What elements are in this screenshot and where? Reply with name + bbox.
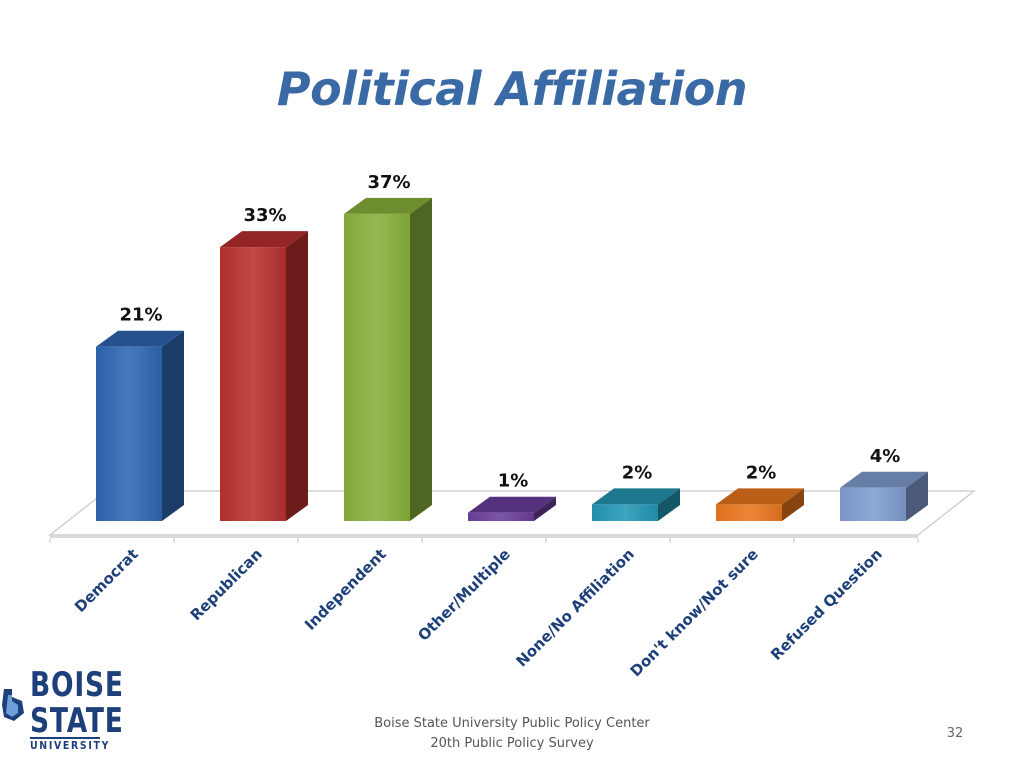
bar-side bbox=[286, 231, 308, 521]
bar-side bbox=[162, 330, 184, 521]
footer-line-1: Boise State University Public Policy Cen… bbox=[374, 716, 650, 731]
bar-front bbox=[220, 247, 286, 521]
bar-top bbox=[344, 197, 432, 214]
logo-divider bbox=[30, 737, 100, 739]
bar-front bbox=[592, 504, 658, 521]
category-label: Refused Question bbox=[767, 545, 886, 664]
bar-side bbox=[906, 471, 928, 521]
logo-line-1: BOISE bbox=[30, 665, 124, 705]
bar-side bbox=[534, 496, 556, 521]
data-label: 1% bbox=[498, 471, 529, 492]
data-label: 4% bbox=[870, 446, 901, 467]
bar-side bbox=[410, 197, 432, 521]
bar-chart: 21% 33% 37% 1% 2% 2% 4% Democrat Republican Inde… bbox=[48, 172, 976, 680]
chart-floor-edge bbox=[50, 535, 918, 538]
bar-none-no-affiliation bbox=[592, 488, 680, 521]
bar-republican bbox=[220, 231, 308, 521]
logo-line-3: UNIVERSITY bbox=[30, 739, 111, 752]
category-label: Republican bbox=[187, 545, 266, 624]
data-label: 21% bbox=[119, 305, 162, 326]
bar-refused-question bbox=[840, 471, 928, 521]
slide-title: Political Affiliation bbox=[276, 62, 748, 116]
bar-front bbox=[840, 487, 906, 521]
boise-state-logo: BOISE STATE UNIVERSITY bbox=[0, 665, 123, 755]
bar-front bbox=[96, 346, 162, 521]
data-label: 2% bbox=[622, 462, 653, 483]
bar-democrat bbox=[96, 330, 184, 521]
bar-independent bbox=[344, 197, 432, 521]
bar-side bbox=[782, 488, 804, 521]
bar-front bbox=[344, 213, 410, 521]
bar-don-t-know-not-sure bbox=[716, 488, 804, 521]
category-label: Don't know/Not sure bbox=[627, 545, 762, 680]
category-label: Independent bbox=[301, 545, 390, 634]
bar-top bbox=[96, 330, 184, 347]
bar-other-multiple bbox=[468, 496, 556, 521]
data-label: 33% bbox=[243, 205, 286, 226]
category-label: None/No Affiliation bbox=[512, 545, 637, 670]
footer-line-2: 20th Public Policy Survey bbox=[430, 736, 594, 751]
page-number: 32 bbox=[946, 726, 964, 741]
bar-side bbox=[658, 488, 680, 521]
bar-top bbox=[468, 496, 556, 513]
logo-line-2: STATE bbox=[30, 701, 124, 741]
bar-top bbox=[716, 488, 804, 505]
idaho-state-icon bbox=[2, 689, 24, 721]
bar-top bbox=[220, 231, 308, 248]
bar-top bbox=[840, 471, 928, 488]
bar-front bbox=[716, 504, 782, 521]
bar-layer bbox=[96, 197, 928, 521]
data-label: 37% bbox=[367, 172, 410, 193]
slide-footer: Boise State University Public Policy Cen… bbox=[312, 714, 712, 754]
category-label: Democrat bbox=[71, 545, 142, 616]
bar-front bbox=[468, 512, 534, 521]
category-label: Other/Multiple bbox=[414, 545, 514, 645]
bar-top bbox=[592, 488, 680, 505]
category-label-layer: Democrat Republican Independent Other/Multi… bbox=[71, 545, 886, 680]
data-label-layer: 21% 33% 37% 1% 2% 2% 4% bbox=[119, 172, 900, 492]
data-label: 2% bbox=[746, 462, 777, 483]
